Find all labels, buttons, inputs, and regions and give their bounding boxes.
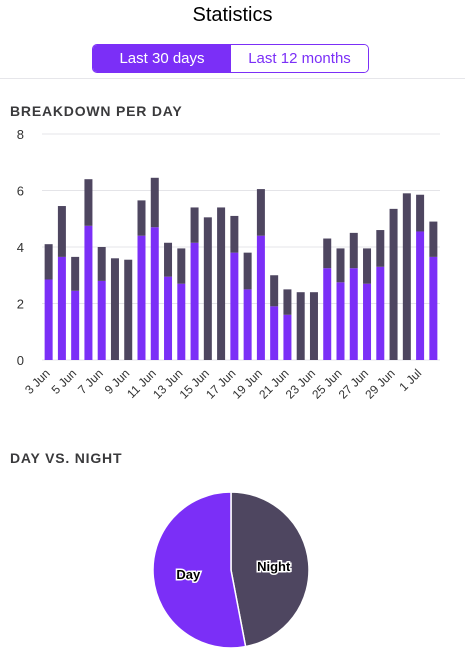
x-tick-label: 3 Jun — [22, 366, 53, 397]
bar-day — [71, 290, 80, 360]
bar-night — [97, 247, 106, 281]
x-tick-label: 29 Jun — [362, 366, 397, 401]
day-night-pie-chart: Day Night — [152, 491, 310, 649]
header-divider — [0, 78, 465, 79]
segment-last-30-days[interactable]: Last 30 days — [93, 45, 231, 72]
bar-night — [389, 208, 398, 360]
bar-day — [177, 283, 186, 360]
bar-night — [110, 258, 119, 360]
x-tick-label: 7 Jun — [75, 366, 106, 397]
y-tick-label: 6 — [17, 184, 24, 199]
bar-night — [177, 248, 186, 284]
bar-day — [283, 314, 292, 360]
bar-night — [217, 207, 226, 360]
bar-day — [150, 227, 159, 360]
bar-night — [71, 256, 80, 291]
bar-day — [376, 266, 385, 360]
page-title: Statistics — [192, 4, 273, 26]
day-night-section-title: DAY VS. NIGHT — [10, 450, 123, 466]
bar-night — [323, 238, 332, 269]
bar-night — [124, 259, 133, 360]
bar-night — [336, 248, 345, 283]
bar-night — [150, 177, 159, 228]
y-tick-label: 4 — [17, 240, 24, 255]
x-tick-label: 5 Jun — [49, 366, 80, 397]
pie-slice-day — [152, 491, 247, 649]
bar-day — [336, 282, 345, 360]
bar-night — [57, 206, 66, 257]
bar-night — [309, 292, 318, 360]
bar-day — [190, 242, 199, 360]
bar-night — [296, 292, 305, 360]
bar-day — [230, 252, 239, 360]
bar-night — [190, 207, 199, 243]
bar-night — [84, 179, 93, 226]
bar-night — [416, 194, 425, 232]
bar-day — [416, 231, 425, 360]
bar-day — [349, 268, 358, 360]
bar-night — [363, 248, 372, 284]
segment-last-12-months[interactable]: Last 12 months — [231, 45, 368, 72]
bar-day — [256, 235, 265, 360]
bar-day — [44, 279, 53, 360]
pie-label-night: Night — [257, 559, 291, 574]
bar-day — [84, 225, 93, 360]
bar-day — [270, 306, 279, 360]
bar-night — [283, 289, 292, 315]
bar-night — [429, 221, 438, 257]
bar-night — [270, 275, 279, 307]
bar-day — [164, 276, 173, 360]
period-segmented-control: Last 30 days Last 12 months — [92, 44, 369, 73]
bar-night — [203, 217, 212, 360]
bar-night — [402, 193, 411, 360]
bar-night — [230, 215, 239, 253]
bar-night — [376, 230, 385, 267]
bar-night — [137, 200, 146, 236]
y-tick-label: 0 — [17, 353, 24, 368]
bar-day — [57, 256, 66, 360]
bar-day — [97, 280, 106, 360]
x-tick-label: 1 Jul — [396, 366, 424, 394]
bar-day — [363, 283, 372, 360]
bar-night — [256, 189, 265, 236]
bar-night — [164, 242, 173, 277]
pie-label-day: Day — [176, 567, 201, 582]
y-tick-label: 2 — [17, 297, 24, 312]
bar-day — [137, 235, 146, 360]
y-tick-label: 8 — [17, 127, 24, 142]
bar-day — [243, 289, 252, 360]
breakdown-section-title: BREAKDOWN PER DAY — [10, 103, 183, 119]
bar-day — [429, 256, 438, 360]
pie-slice-night — [230, 491, 310, 648]
bar-night — [349, 232, 358, 269]
bar-night — [44, 244, 53, 280]
bar-night — [243, 252, 252, 290]
bar-day — [323, 268, 332, 360]
